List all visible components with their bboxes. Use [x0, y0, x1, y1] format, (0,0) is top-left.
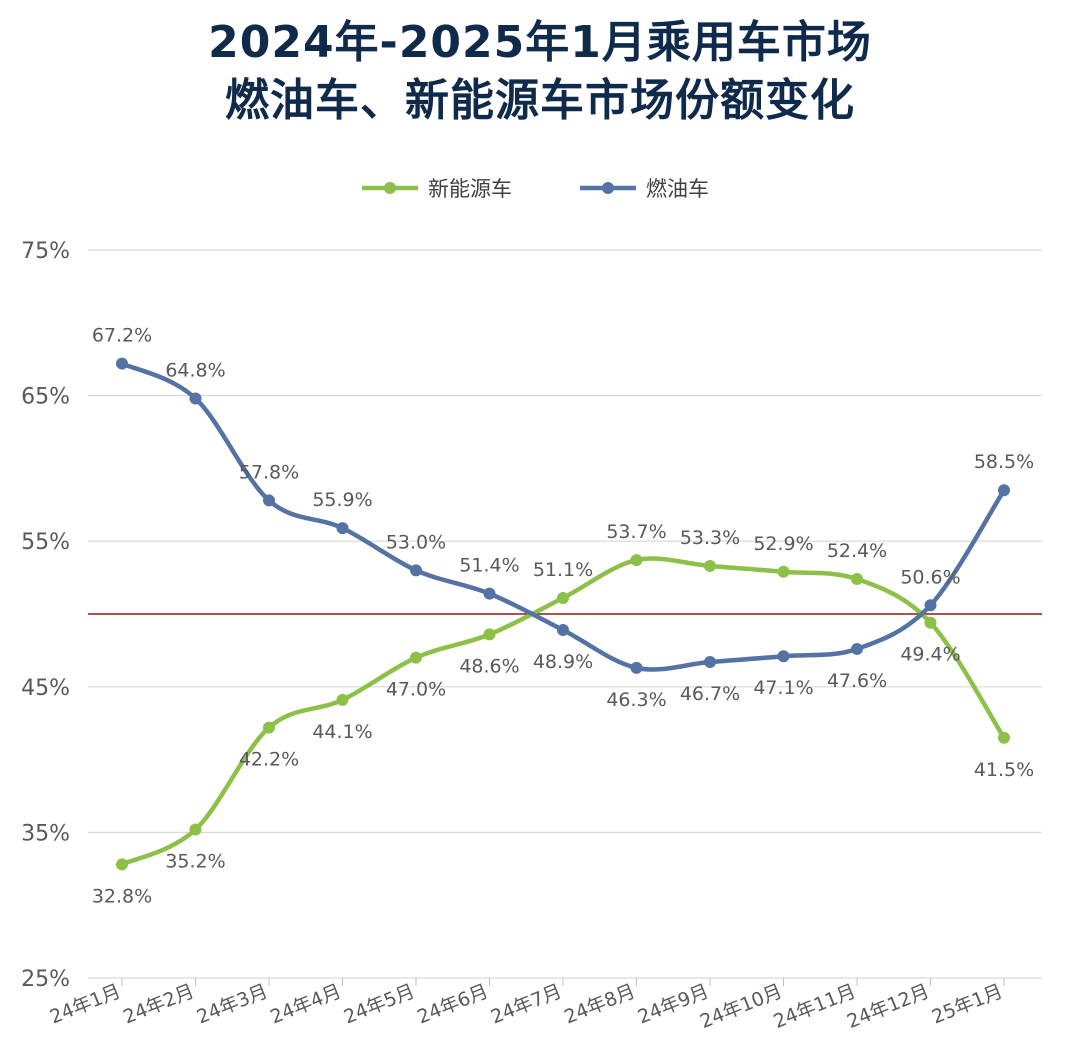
legend-label-nev: 新能源车 [428, 177, 512, 201]
chart-title-line2: 燃油车、新能源车市场份额变化 [225, 75, 855, 126]
data-label-ice: 67.2% [92, 325, 152, 347]
data-point-nev [116, 858, 128, 871]
x-tick-label: 24年11月 [771, 980, 859, 1033]
data-label-ice: 46.7% [680, 683, 740, 705]
x-tick-label: 24年12月 [844, 980, 932, 1033]
data-label-nev: 47.0% [386, 679, 446, 701]
series-line-nev [119, 556, 1007, 867]
data-label-ice: 58.5% [974, 451, 1034, 473]
data-point-ice [336, 522, 349, 535]
data-point-ice [777, 650, 790, 663]
data-point-ice [410, 564, 422, 577]
data-label-nev: 42.2% [239, 749, 299, 771]
data-label-ice: 51.4% [459, 555, 519, 577]
data-label-nev: 44.1% [312, 721, 372, 743]
data-point-ice [851, 642, 863, 655]
chart-title-line1: 2024年-2025年1月乘用车市场 [208, 17, 872, 68]
data-point-nev [483, 628, 496, 641]
x-tick-label: 24年10月 [697, 980, 785, 1033]
data-label-ice: 47.1% [753, 677, 813, 699]
data-label-nev: 53.7% [606, 521, 666, 543]
y-tick-label: 25% [21, 967, 70, 992]
series-line-ice [119, 361, 1007, 672]
data-point-nev [998, 731, 1010, 744]
data-label-ice: 50.6% [900, 566, 960, 588]
x-tick-label: 24年6月 [414, 980, 491, 1028]
data-point-ice [189, 392, 202, 405]
data-label-nev: 51.1% [533, 559, 593, 581]
y-tick-label: 75% [21, 239, 70, 264]
data-point-nev [851, 573, 863, 586]
data-point-nev [777, 565, 790, 578]
data-point-ice [557, 624, 569, 637]
data-point-nev [630, 554, 643, 567]
data-label-nev: 48.6% [459, 655, 519, 677]
data-label-nev: 52.9% [753, 533, 813, 555]
x-tick-label: 25年1月 [929, 980, 1006, 1028]
data-label-nev: 52.4% [827, 540, 887, 562]
data-label-ice: 57.8% [239, 461, 299, 483]
data-label-ice: 53.0% [386, 531, 446, 553]
data-point-nev [704, 559, 716, 572]
data-point-ice [998, 484, 1010, 497]
data-label-nev: 49.4% [900, 644, 960, 666]
data-point-nev [410, 651, 422, 664]
data-label-nev: 41.5% [974, 759, 1034, 781]
data-point-nev [557, 591, 569, 604]
y-tick-label: 65% [21, 385, 70, 410]
x-tick-label: 24年8月 [561, 980, 638, 1028]
x-tick-label: 24年5月 [341, 980, 418, 1028]
data-label-ice: 48.9% [533, 651, 593, 673]
data-point-ice [483, 587, 496, 600]
x-tick-label: 24年4月 [267, 980, 344, 1028]
data-label-nev: 32.8% [92, 885, 152, 907]
x-tick-label: 24年7月 [488, 980, 565, 1028]
y-tick-label: 45% [21, 676, 70, 701]
data-point-ice [630, 661, 643, 674]
data-point-ice [116, 357, 128, 370]
data-label-ice: 55.9% [312, 489, 372, 511]
y-tick-label: 35% [21, 821, 70, 846]
data-label-ice: 47.6% [827, 670, 887, 692]
data-point-nev [336, 693, 349, 706]
data-point-nev [924, 616, 937, 629]
data-label-ice: 46.3% [606, 689, 666, 711]
legend-marker-nev [384, 182, 396, 194]
data-point-nev [189, 823, 202, 836]
data-point-ice [704, 656, 716, 669]
legend-marker-ice [602, 182, 614, 194]
x-tick-label: 24年3月 [194, 980, 271, 1028]
x-tick-label: 24年2月 [120, 980, 197, 1028]
data-point-nev [263, 721, 275, 734]
data-label-nev: 35.2% [165, 850, 225, 872]
y-tick-label: 55% [21, 530, 70, 555]
data-point-ice [924, 599, 937, 612]
legend-label-ice: 燃油车 [646, 177, 709, 201]
data-label-ice: 64.8% [165, 360, 225, 382]
data-label-nev: 53.3% [680, 527, 740, 549]
data-point-ice [263, 494, 275, 507]
